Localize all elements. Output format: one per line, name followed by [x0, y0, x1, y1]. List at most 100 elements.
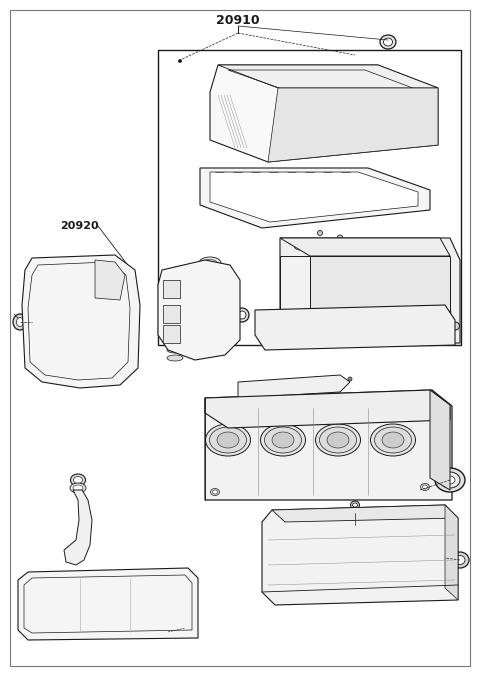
Ellipse shape: [266, 587, 274, 593]
Polygon shape: [158, 260, 240, 360]
Ellipse shape: [73, 477, 83, 483]
Ellipse shape: [348, 377, 352, 381]
Ellipse shape: [443, 583, 447, 587]
Ellipse shape: [413, 541, 435, 556]
Ellipse shape: [70, 483, 86, 493]
Ellipse shape: [352, 503, 358, 507]
Ellipse shape: [274, 517, 282, 523]
Ellipse shape: [382, 432, 404, 448]
Ellipse shape: [446, 339, 449, 341]
Polygon shape: [280, 238, 450, 256]
Ellipse shape: [209, 427, 247, 453]
Polygon shape: [163, 325, 180, 343]
Polygon shape: [310, 256, 450, 333]
Ellipse shape: [260, 314, 296, 342]
Ellipse shape: [422, 485, 428, 489]
Ellipse shape: [374, 427, 411, 453]
Ellipse shape: [267, 383, 292, 393]
Ellipse shape: [408, 242, 420, 250]
Ellipse shape: [367, 287, 381, 299]
Ellipse shape: [365, 537, 395, 559]
Polygon shape: [255, 305, 455, 350]
Ellipse shape: [213, 490, 217, 494]
Ellipse shape: [371, 424, 416, 456]
Ellipse shape: [67, 357, 93, 375]
Polygon shape: [163, 280, 180, 298]
Ellipse shape: [166, 630, 170, 634]
Ellipse shape: [214, 404, 223, 412]
Ellipse shape: [179, 59, 181, 62]
Ellipse shape: [294, 242, 306, 250]
Ellipse shape: [445, 310, 451, 314]
Ellipse shape: [380, 35, 396, 49]
Ellipse shape: [451, 322, 459, 330]
Ellipse shape: [369, 541, 391, 556]
Ellipse shape: [350, 501, 360, 509]
Ellipse shape: [68, 301, 96, 329]
Ellipse shape: [48, 283, 116, 347]
Ellipse shape: [273, 385, 288, 391]
Ellipse shape: [289, 261, 307, 275]
Ellipse shape: [307, 239, 313, 245]
Ellipse shape: [73, 485, 83, 491]
Ellipse shape: [277, 537, 307, 559]
Ellipse shape: [261, 424, 305, 456]
Ellipse shape: [234, 97, 256, 112]
Ellipse shape: [365, 261, 383, 275]
Polygon shape: [280, 238, 460, 343]
Ellipse shape: [370, 242, 382, 250]
Ellipse shape: [167, 355, 183, 361]
Polygon shape: [64, 490, 92, 565]
Ellipse shape: [327, 432, 349, 448]
Ellipse shape: [434, 513, 442, 519]
Polygon shape: [262, 505, 458, 605]
Ellipse shape: [445, 476, 455, 484]
Text: 20910: 20910: [216, 14, 260, 26]
Ellipse shape: [235, 308, 249, 322]
Ellipse shape: [325, 541, 347, 556]
Ellipse shape: [441, 582, 449, 588]
Polygon shape: [272, 505, 458, 522]
Text: 20920: 20920: [60, 221, 98, 231]
Ellipse shape: [440, 472, 460, 488]
Ellipse shape: [262, 314, 264, 316]
Polygon shape: [430, 390, 450, 490]
Ellipse shape: [405, 287, 419, 299]
Ellipse shape: [71, 474, 85, 486]
Ellipse shape: [337, 235, 343, 239]
Ellipse shape: [332, 242, 344, 250]
Ellipse shape: [409, 537, 439, 559]
Ellipse shape: [356, 314, 392, 342]
Ellipse shape: [75, 308, 89, 322]
Bar: [158, 50, 461, 345]
Ellipse shape: [445, 337, 451, 343]
Ellipse shape: [403, 261, 421, 275]
Ellipse shape: [13, 314, 27, 330]
Ellipse shape: [260, 339, 266, 345]
Ellipse shape: [420, 483, 430, 491]
Ellipse shape: [268, 589, 272, 592]
Ellipse shape: [317, 231, 323, 235]
Polygon shape: [280, 256, 310, 333]
Ellipse shape: [260, 312, 266, 318]
Ellipse shape: [264, 427, 301, 453]
Ellipse shape: [276, 518, 280, 521]
Ellipse shape: [31, 320, 34, 324]
Ellipse shape: [205, 424, 251, 456]
Polygon shape: [95, 260, 125, 300]
Polygon shape: [200, 168, 430, 228]
Ellipse shape: [451, 552, 469, 568]
Ellipse shape: [211, 489, 219, 496]
Polygon shape: [238, 375, 350, 398]
Ellipse shape: [315, 424, 360, 456]
Ellipse shape: [262, 341, 264, 343]
Ellipse shape: [308, 314, 344, 342]
Polygon shape: [163, 305, 180, 323]
Ellipse shape: [216, 406, 220, 410]
Ellipse shape: [291, 287, 305, 299]
Ellipse shape: [238, 311, 246, 319]
Ellipse shape: [321, 537, 351, 559]
Polygon shape: [205, 390, 452, 500]
Ellipse shape: [327, 261, 345, 275]
Ellipse shape: [455, 556, 465, 564]
